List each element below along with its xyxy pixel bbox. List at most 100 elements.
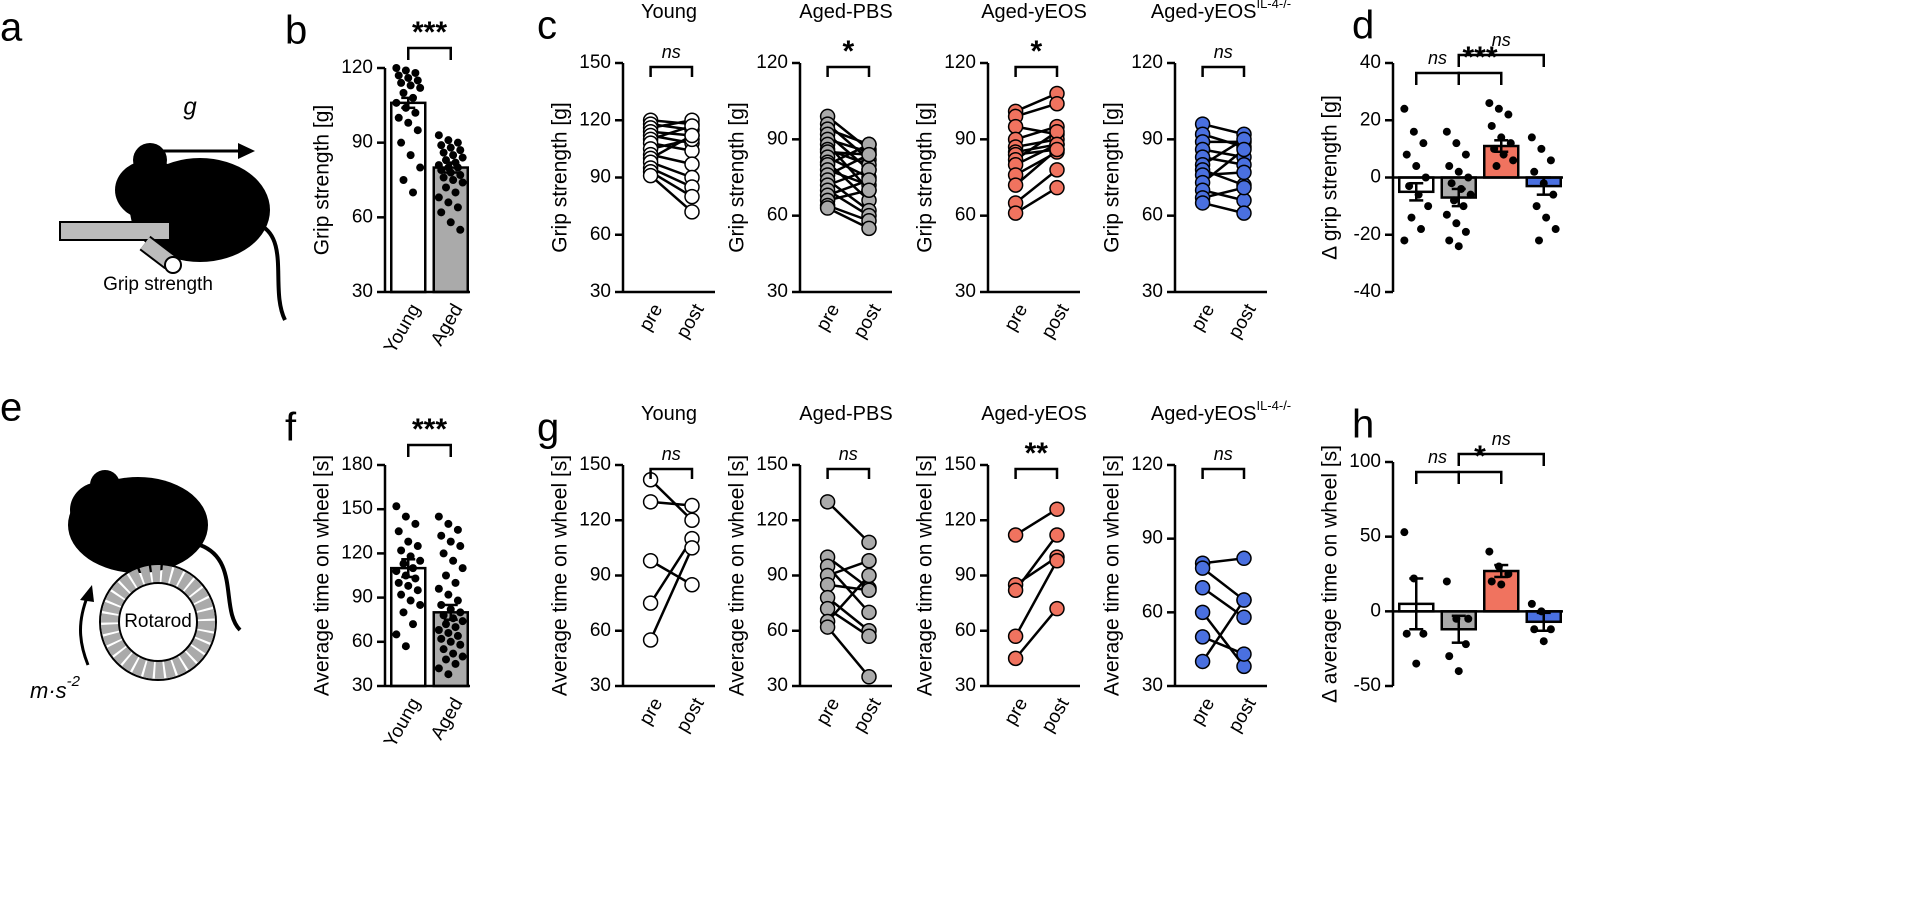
pair-line	[1014, 534, 1059, 591]
pair-line	[826, 626, 870, 678]
data-point	[441, 156, 450, 165]
data-point	[1551, 225, 1560, 234]
panel-title: Young	[641, 1, 697, 23]
data-point	[1007, 205, 1024, 221]
grip-bar-end	[140, 237, 175, 268]
significance-bracket	[1457, 452, 1545, 466]
data-point	[1452, 139, 1461, 148]
x-tick-label: post	[1225, 694, 1262, 736]
data-point	[1049, 162, 1065, 178]
data-point	[1494, 104, 1503, 113]
y-axis-label: Grip strength [g]	[726, 102, 749, 253]
y-tick-label: 150	[579, 454, 611, 475]
data-point	[456, 640, 465, 649]
data-point	[1236, 205, 1252, 221]
pair-line	[649, 174, 693, 213]
data-point	[861, 182, 877, 198]
y-tick-label: 60	[1142, 601, 1163, 622]
y-tick-label: 90	[590, 565, 611, 586]
data-point	[1194, 580, 1211, 596]
mouse-tail	[199, 543, 242, 632]
title-superscript: IL-4-/-	[1256, 398, 1291, 413]
x-tick-label: pre	[635, 695, 667, 729]
data-point	[861, 628, 877, 645]
data-point	[1007, 177, 1024, 193]
y-tick-label: 100	[1349, 451, 1381, 472]
speed-arrow	[79, 594, 90, 666]
data-point	[446, 637, 455, 646]
data-point	[684, 540, 700, 556]
data-point	[1412, 659, 1421, 668]
data-point	[1445, 236, 1454, 245]
significance-label: ***	[412, 16, 447, 49]
pair-line	[826, 574, 870, 623]
y-tick-label: -40	[1354, 281, 1381, 302]
significance-label: ***	[1462, 41, 1497, 74]
data-point	[401, 571, 410, 580]
x-tick-label: pre	[1187, 301, 1219, 335]
data-point	[456, 171, 465, 180]
data-point	[401, 512, 410, 521]
panel-title: Young	[641, 403, 697, 425]
rotarod-outer	[99, 563, 217, 681]
y-tick-label: 90	[352, 132, 373, 153]
data-point	[642, 553, 659, 569]
y-axis-label: Grip strength [g]	[914, 102, 937, 253]
data-point	[819, 576, 836, 593]
y-tick-label: 50	[1360, 526, 1381, 547]
y-tick-label: 30	[767, 675, 788, 696]
pair-line	[1014, 186, 1058, 215]
data-point	[642, 494, 659, 510]
data-point	[439, 148, 448, 157]
data-point	[642, 632, 659, 648]
pair-line	[649, 478, 693, 522]
data-point	[439, 173, 448, 182]
data-point	[861, 669, 877, 685]
significance-bracket	[407, 46, 452, 60]
data-point	[1400, 528, 1409, 537]
data-point	[1049, 141, 1065, 158]
data-point	[441, 655, 450, 664]
data-point	[401, 642, 410, 651]
speed-unit: m·s	[30, 678, 67, 703]
x-tick-label: pre	[1000, 301, 1032, 335]
rotarod-illustration: e Rotarod m·s-2	[0, 386, 242, 703]
data-point	[1490, 144, 1499, 153]
data-point	[416, 83, 425, 92]
data-point	[446, 537, 455, 546]
x-tick-label: post	[850, 300, 887, 342]
data-point	[1236, 164, 1252, 181]
data-point	[1447, 179, 1456, 188]
data-point	[1402, 629, 1411, 638]
data-point	[1049, 123, 1065, 140]
data-point	[439, 549, 448, 558]
data-point	[861, 220, 877, 237]
data-point	[1461, 227, 1470, 236]
data-point	[456, 146, 465, 155]
data-point	[401, 66, 410, 75]
data-point	[1530, 625, 1539, 634]
data-point	[456, 608, 465, 617]
y-tick-label: 30	[1142, 281, 1163, 302]
pair-line	[649, 547, 694, 641]
data-point	[861, 582, 877, 598]
x-tick-label: Young	[380, 301, 425, 358]
data-point	[1414, 190, 1423, 199]
data-point	[684, 512, 700, 528]
data-point	[1546, 156, 1555, 165]
y-tick-label: 60	[590, 224, 611, 245]
y-tick-label: -50	[1354, 675, 1381, 696]
data-point	[1442, 577, 1451, 586]
data-point	[456, 542, 465, 551]
y-axis-label: Average time on wheel [s]	[549, 455, 572, 696]
data-point	[416, 163, 425, 172]
data-point	[1417, 225, 1426, 234]
mouse-ear	[90, 470, 120, 500]
data-point	[406, 81, 415, 90]
data-point	[397, 78, 406, 87]
data-point	[406, 552, 415, 561]
y-tick-label: 90	[1142, 128, 1163, 149]
data-point	[1497, 580, 1506, 589]
y-tick-label: 120	[756, 509, 788, 530]
